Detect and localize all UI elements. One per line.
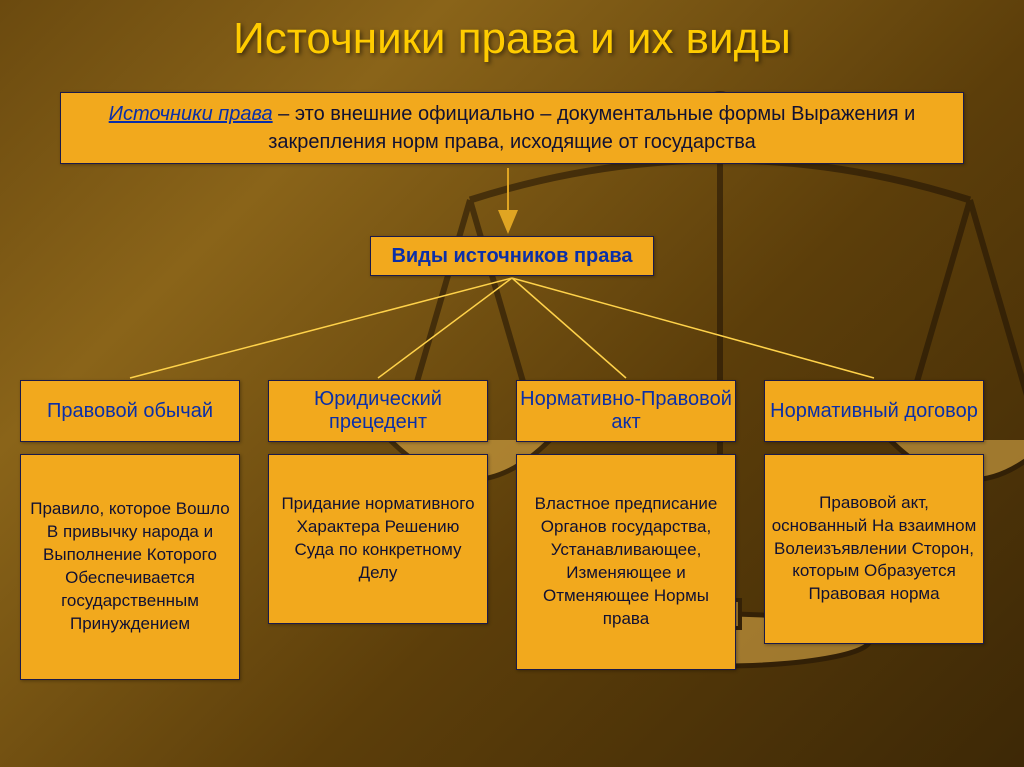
column-title: Правовой обычай <box>20 380 240 442</box>
column-title: Нормативный договор <box>764 380 984 442</box>
definition-box: Источники права – это внешние официально… <box>60 92 964 164</box>
column-title-text: Юридический прецедент <box>269 388 487 434</box>
column-desc: Придание нормативного Характера Решению … <box>268 454 488 624</box>
column-title: Нормативно-Правовой акт <box>516 380 736 442</box>
column-desc: Правовой акт, основанный На взаимном Вол… <box>764 454 984 644</box>
column-desc-text: Правило, которое Вошло В привычку народа… <box>27 498 233 636</box>
types-heading-box: Виды источников права <box>370 236 654 276</box>
definition-text: Источники права – это внешние официально… <box>61 100 963 156</box>
column-title: Юридический прецедент <box>268 380 488 442</box>
definition-rest: – это внешние официально – документальны… <box>268 103 915 153</box>
column-desc: Правило, которое Вошло В привычку народа… <box>20 454 240 680</box>
types-heading-text: Виды источников права <box>391 245 632 268</box>
connector-fan <box>130 278 874 378</box>
definition-term: Источники права <box>109 103 273 125</box>
column-title-text: Нормативно-Правовой акт <box>517 388 735 434</box>
column-desc-text: Властное предписание Органов государства… <box>523 493 729 631</box>
column-title-text: Правовой обычай <box>47 400 213 423</box>
column-desc: Властное предписание Органов государства… <box>516 454 736 670</box>
column-title-text: Нормативный договор <box>770 400 978 423</box>
column-desc-text: Придание нормативного Характера Решению … <box>275 493 481 585</box>
page-title: Источники права и их виды <box>0 0 1024 64</box>
column-desc-text: Правовой акт, основанный На взаимном Вол… <box>771 492 977 607</box>
